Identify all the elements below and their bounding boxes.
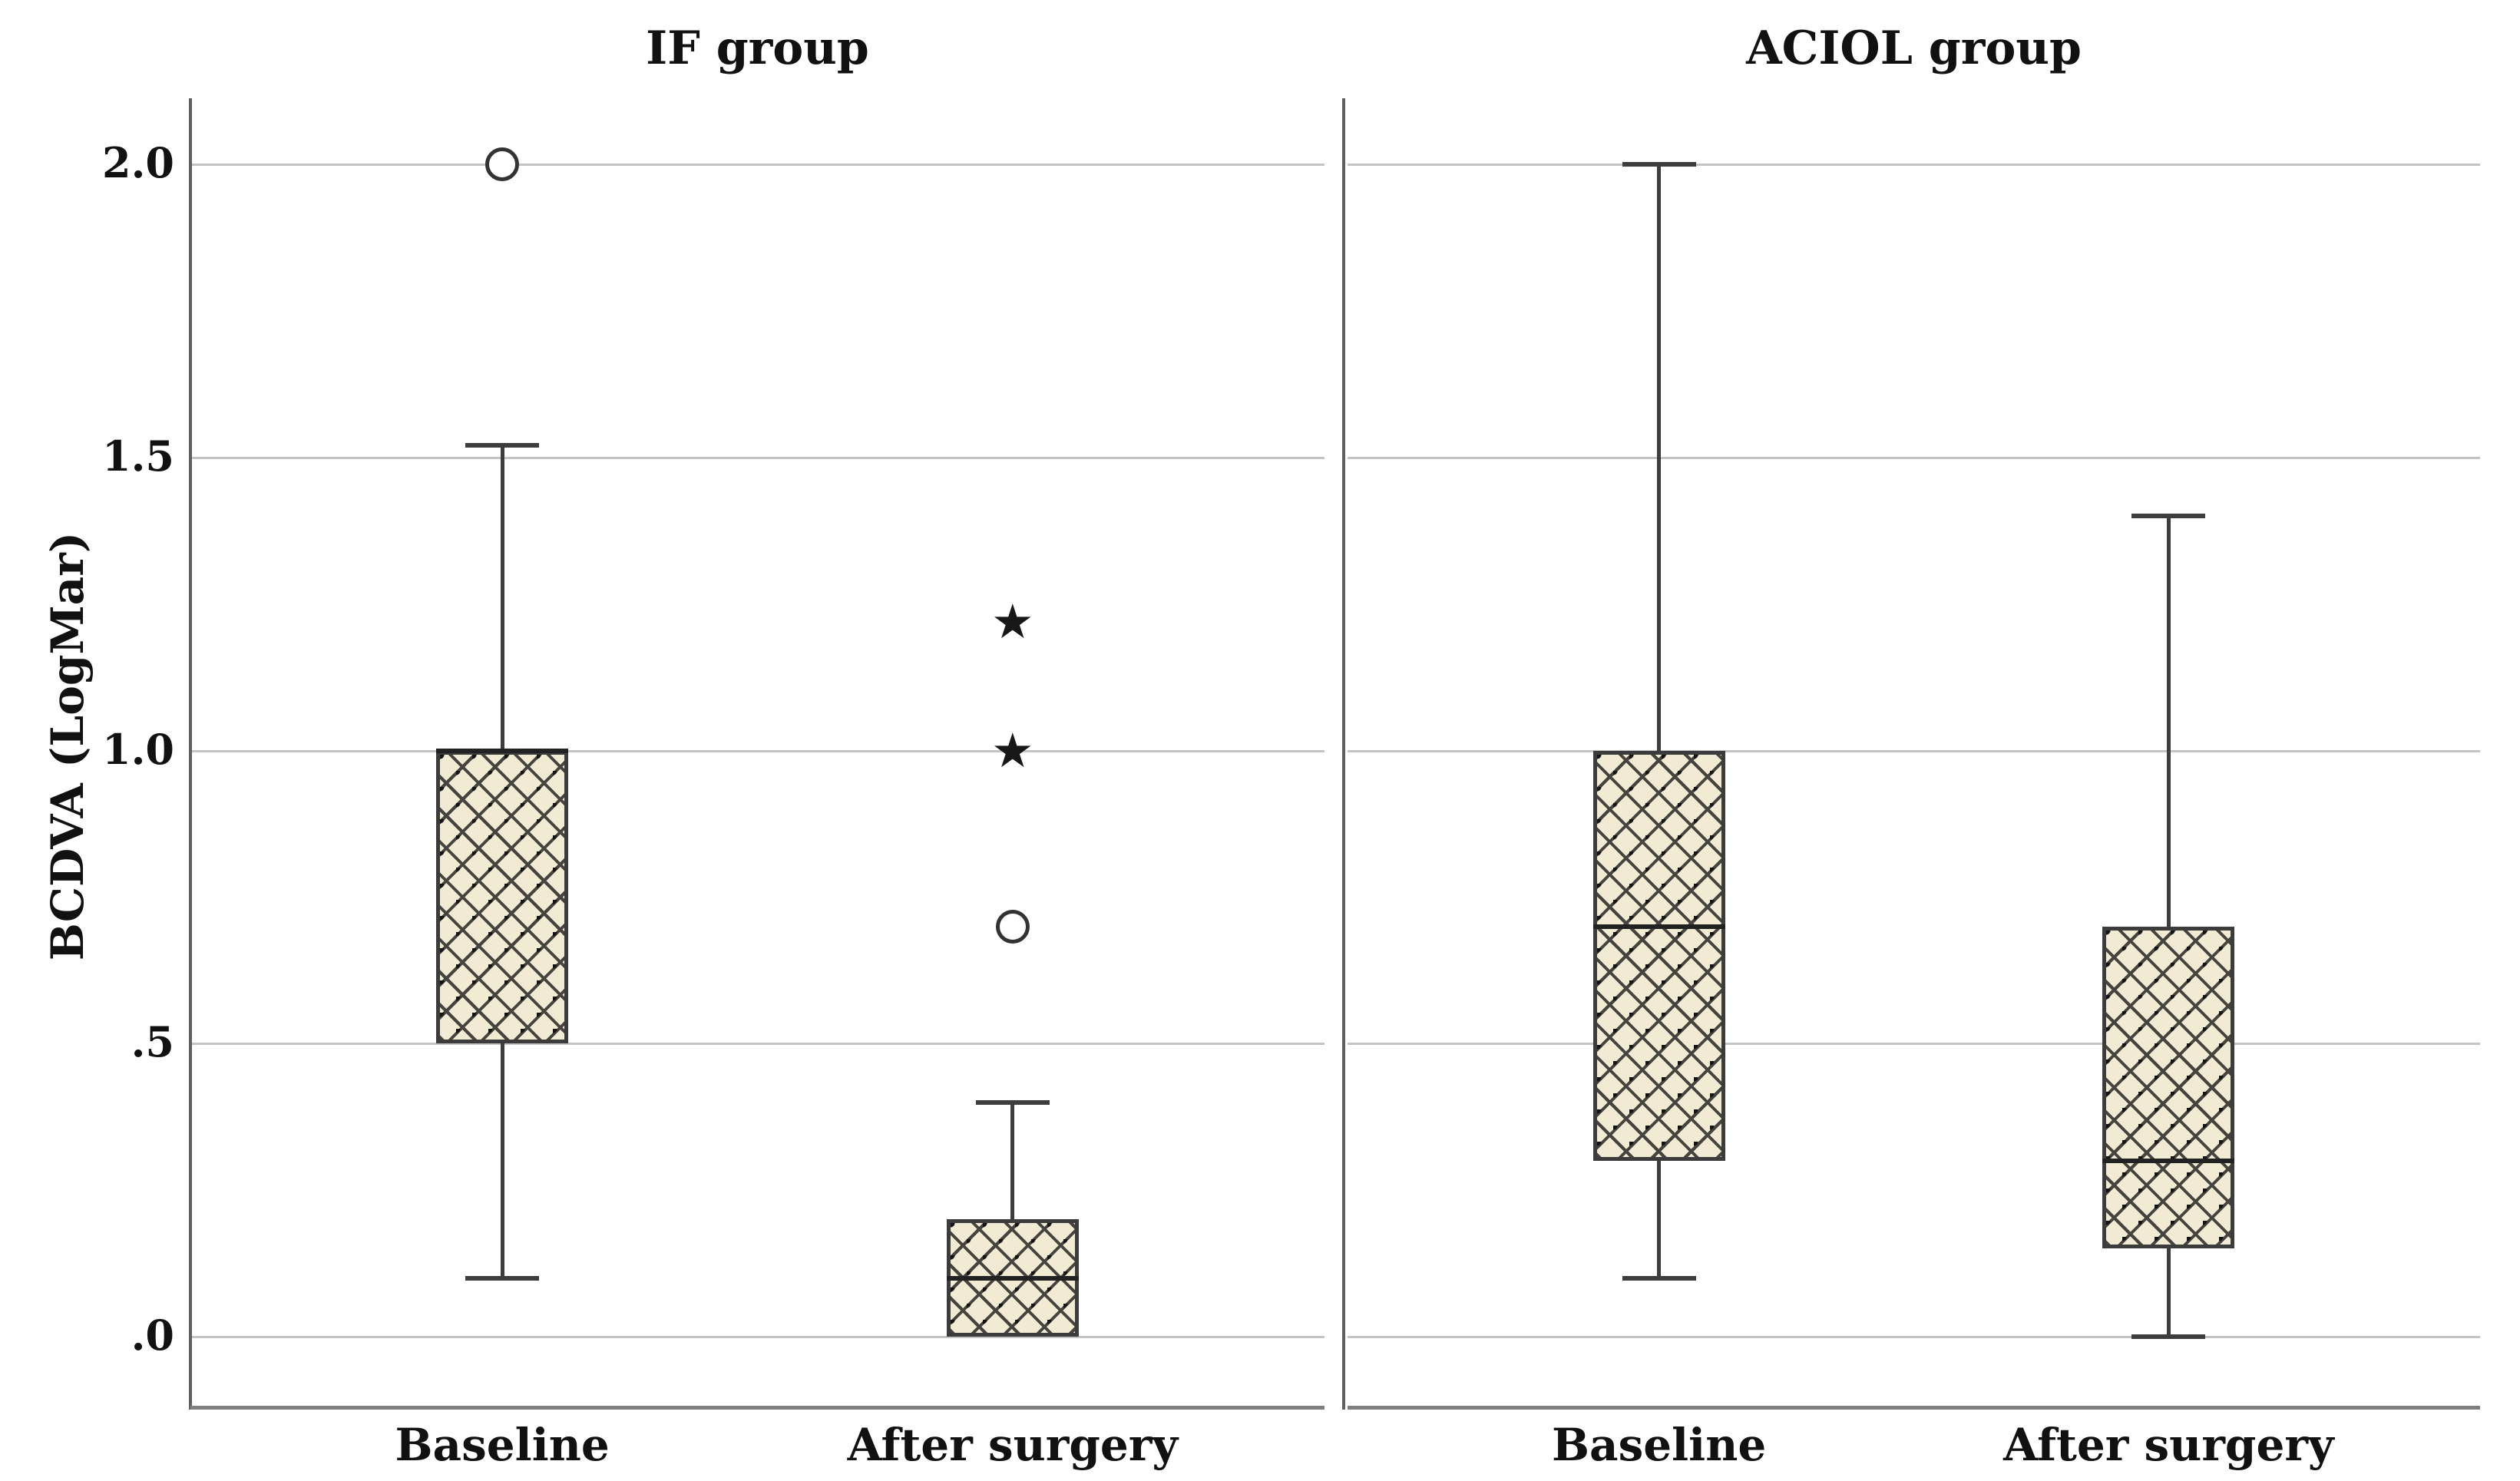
y-tick-label: .0 bbox=[131, 1311, 174, 1360]
lower-whisker-cap bbox=[465, 1275, 540, 1281]
gridline bbox=[190, 456, 1324, 459]
panel-divider-line bbox=[1342, 98, 1345, 1410]
y-tick-label: .5 bbox=[131, 1017, 174, 1067]
box-iqr bbox=[2102, 926, 2235, 1249]
lower-whisker-line bbox=[500, 1043, 504, 1278]
x-category-label: After surgery bbox=[2003, 1419, 2334, 1471]
upper-whisker-cap bbox=[975, 1099, 1050, 1105]
outlier-star-marker: ★ bbox=[991, 593, 1034, 650]
x-axis-frame bbox=[190, 1406, 1324, 1410]
gridline bbox=[190, 164, 1324, 166]
gridline bbox=[190, 1043, 1324, 1046]
upper-whisker-cap bbox=[2131, 514, 2206, 519]
gridline bbox=[190, 749, 1324, 752]
upper-whisker-line bbox=[1010, 1102, 1015, 1220]
upper-whisker-line bbox=[1657, 164, 1662, 751]
upper-whisker-line bbox=[2166, 516, 2171, 927]
lower-whisker-cap bbox=[2131, 1334, 2206, 1339]
y-tick-label: 1.0 bbox=[102, 724, 174, 774]
upper-whisker-cap bbox=[1622, 162, 1696, 167]
x-category-label: Baseline bbox=[395, 1419, 610, 1471]
panel-title: IF group bbox=[646, 21, 869, 75]
x-axis-frame bbox=[1348, 1406, 2480, 1410]
gridline bbox=[1348, 164, 2480, 166]
lower-whisker-line bbox=[2166, 1248, 2171, 1337]
box-iqr bbox=[436, 750, 569, 1044]
median-line bbox=[1592, 924, 1725, 929]
gridline bbox=[1348, 1336, 2480, 1338]
upper-whisker-cap bbox=[465, 443, 540, 448]
gridline bbox=[1348, 749, 2480, 752]
median-line bbox=[2102, 1158, 2235, 1163]
x-category-label: After surgery bbox=[847, 1419, 1179, 1471]
lower-whisker-cap bbox=[1622, 1275, 1696, 1281]
outlier-circle-marker bbox=[995, 909, 1030, 944]
lower-whisker-line bbox=[1657, 1160, 1662, 1278]
median-line bbox=[436, 748, 569, 753]
box-iqr bbox=[1592, 750, 1725, 1161]
y-tick-label: 1.5 bbox=[102, 431, 174, 481]
median-line bbox=[946, 1275, 1079, 1281]
x-category-label: Baseline bbox=[1551, 1419, 1767, 1471]
gridline bbox=[190, 1336, 1324, 1338]
upper-whisker-line bbox=[500, 445, 504, 751]
y-tick-label: 2.0 bbox=[102, 138, 174, 187]
y-axis-line bbox=[189, 98, 192, 1410]
outlier-circle-marker bbox=[485, 147, 520, 181]
gridline bbox=[1348, 456, 2480, 459]
gridline bbox=[1348, 1043, 2480, 1046]
outlier-star-marker: ★ bbox=[991, 722, 1034, 779]
panel-title: ACIOL group bbox=[1746, 21, 2082, 75]
